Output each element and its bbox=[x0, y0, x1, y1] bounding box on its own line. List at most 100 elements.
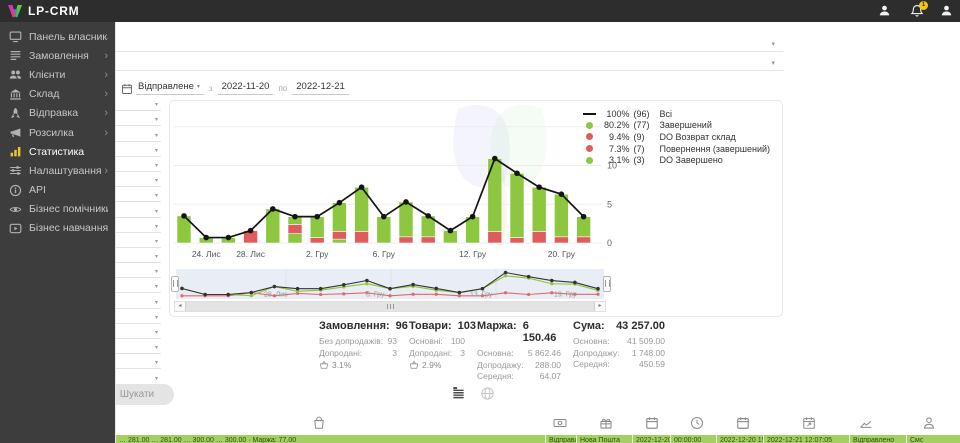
legend-count: (96) bbox=[633, 108, 650, 119]
gift-column-header[interactable] bbox=[599, 416, 613, 430]
date-to-input[interactable]: 2022-12-21 bbox=[292, 81, 349, 95]
filter-dropdown[interactable] bbox=[116, 157, 161, 172]
chart-trend-column-header[interactable] bbox=[859, 416, 873, 430]
sidebar-item-clients[interactable]: Клієнти › bbox=[0, 65, 115, 84]
legend-label: DO Завершено bbox=[659, 155, 723, 166]
sidebar-item-shipping[interactable]: Відправка › bbox=[0, 104, 115, 123]
sidebar-item-label: Налаштування bbox=[29, 164, 102, 177]
filter-dropdown[interactable] bbox=[116, 369, 161, 385]
legend-item[interactable]: 100% (96) Всі bbox=[582, 108, 770, 120]
svg-text:24. Лис: 24. Лис bbox=[192, 249, 222, 259]
filter-dropdown[interactable] bbox=[116, 233, 161, 248]
legend-item[interactable]: 7.3% (7) Повернення (завершений) bbox=[582, 143, 770, 155]
filter-dropdown[interactable] bbox=[116, 324, 161, 339]
list-view-icon[interactable] bbox=[451, 386, 466, 406]
sidebar-item-training[interactable]: Бізнес навчання bbox=[0, 219, 115, 238]
topbar: LP-CRM 1 bbox=[0, 0, 960, 22]
stat-sub-value: 450.59 bbox=[639, 359, 665, 369]
stat-sub-value: 3 bbox=[392, 347, 397, 358]
sidebar-item-dashboard[interactable]: Панель власника bbox=[0, 27, 115, 46]
filter-dropdown[interactable] bbox=[116, 142, 161, 157]
sidebar-item-label: Панель власника bbox=[29, 30, 108, 43]
logo-text: LP-CRM bbox=[28, 4, 80, 18]
filter-dropdown[interactable] bbox=[116, 354, 161, 370]
svg-text:13. Гру: 13. Гру bbox=[470, 292, 493, 299]
calendar-column-header[interactable] bbox=[645, 416, 659, 430]
sidebar-item-label: Статистика bbox=[29, 145, 85, 158]
stat-sub-label: Основні: bbox=[409, 336, 443, 346]
filter-dropdown[interactable] bbox=[116, 339, 161, 355]
filter-dropdown[interactable] bbox=[116, 248, 161, 264]
filter-dropdown[interactable] bbox=[116, 96, 161, 112]
scroll-left-icon[interactable]: ◂ bbox=[178, 303, 182, 309]
sidebar-item-settings[interactable]: Налаштування › bbox=[0, 161, 115, 180]
filter-dropdown[interactable] bbox=[116, 126, 161, 142]
banknote-column-header[interactable] bbox=[553, 416, 567, 430]
person-outline-column-header[interactable] bbox=[922, 416, 936, 430]
table-row[interactable]: … 281.00 … 281.00 … 300.00 … 300.00 · Ма… bbox=[116, 435, 960, 443]
logo[interactable]: LP-CRM bbox=[7, 4, 79, 18]
profile-icon[interactable] bbox=[878, 4, 891, 22]
calendar-icon bbox=[121, 83, 133, 95]
stat-sub-label: Допродажу: bbox=[477, 359, 524, 370]
wide-select-row-2[interactable]: ▾ bbox=[116, 52, 783, 71]
wide-select-row-1[interactable]: ▾ bbox=[116, 22, 783, 52]
filter-dropdown[interactable] bbox=[116, 278, 161, 294]
sidebar-item-statistics[interactable]: Статистика bbox=[0, 142, 115, 161]
clock-column-header[interactable] bbox=[690, 416, 704, 430]
helpers-icon bbox=[9, 206, 22, 212]
filter-dropdown[interactable] bbox=[116, 293, 161, 309]
stat-column: Маржа: 6 150.46 Основна: 5 862.46 Допродажу:… bbox=[477, 320, 561, 383]
svg-text:28. Лис: 28. Лис bbox=[236, 249, 266, 259]
filter-dropdown[interactable] bbox=[116, 202, 161, 218]
legend-line-marker bbox=[583, 112, 597, 115]
calendar-export-column-header[interactable] bbox=[802, 416, 816, 430]
legend-dot-marker bbox=[586, 156, 594, 164]
svg-text:6. Гру: 6. Гру bbox=[373, 249, 396, 259]
chevron-down-icon: ▾ bbox=[771, 41, 775, 48]
stat-title: Товари: bbox=[409, 320, 452, 332]
bag-column-header[interactable] bbox=[312, 416, 326, 430]
date-from-input[interactable]: 2022-11-20 bbox=[217, 81, 274, 95]
navigator-scrollbar[interactable]: ◂ ▸ bbox=[174, 301, 606, 312]
calendar-column-header[interactable] bbox=[736, 416, 750, 430]
svg-text:0: 0 bbox=[607, 238, 612, 248]
sidebar-item-api[interactable]: API bbox=[0, 181, 115, 200]
notification-badge: 1 bbox=[919, 1, 928, 10]
notifications-button[interactable]: 1 bbox=[910, 1, 928, 23]
statistics-icon bbox=[10, 147, 21, 157]
sidebar-item-orders[interactable]: Замовлення › bbox=[0, 46, 115, 65]
legend-percent: 3.1% bbox=[608, 155, 630, 166]
legend-item[interactable]: 3.1% (3) DO Завершено bbox=[582, 154, 770, 166]
legend-label: DO Возврат склад bbox=[659, 131, 736, 142]
sidebar-item-warehouse[interactable]: Склад › bbox=[0, 85, 115, 104]
filter-dropdown[interactable] bbox=[116, 172, 161, 188]
orders-chart[interactable]: 0 5 10 24. Лис 28. Лис 2. Гру 6. Гру 12. Гру 20.… bbox=[174, 111, 626, 263]
table-cell: Відправлено bbox=[850, 435, 907, 443]
scrollbar-thumb[interactable] bbox=[185, 302, 595, 311]
filter-dropdown[interactable] bbox=[116, 218, 161, 233]
filter-dropdown[interactable] bbox=[116, 309, 161, 324]
legend-item[interactable]: 9.4% (9) DO Возврат склад bbox=[582, 131, 770, 143]
warehouse-icon bbox=[10, 88, 21, 100]
to-label: по bbox=[278, 84, 288, 93]
scroll-right-icon[interactable]: ▸ bbox=[598, 303, 602, 309]
sidebar-item-mailing[interactable]: Розсилка › bbox=[0, 123, 115, 142]
legend-item[interactable]: 80.2% (77) Завершений bbox=[582, 120, 770, 132]
date-type-select[interactable]: Відправлене ▾ bbox=[136, 81, 204, 95]
svg-text:5: 5 bbox=[607, 199, 612, 209]
globe-icon[interactable] bbox=[480, 386, 495, 406]
sidebar-item-label: Склад bbox=[29, 88, 60, 101]
navigator-left-handle[interactable] bbox=[171, 276, 179, 292]
filter-dropdown[interactable] bbox=[116, 263, 161, 279]
search-button[interactable]: Шукати bbox=[100, 384, 174, 405]
navigator-right-handle[interactable] bbox=[603, 276, 611, 292]
filter-dropdown[interactable] bbox=[116, 187, 161, 203]
chart-navigator[interactable]: 28. Лис 5. Гру 13. Гру 19. Гру bbox=[176, 269, 604, 299]
filter-dropdown[interactable] bbox=[116, 111, 161, 127]
sidebar-item-label: API bbox=[29, 184, 46, 197]
account-icon[interactable] bbox=[940, 4, 953, 22]
sidebar-item-helpers[interactable]: Бізнес помічники bbox=[0, 200, 115, 219]
stat-column: Замовлення: 96 Без допродажів: 93 Допродані:… bbox=[319, 320, 408, 383]
stat-value: 96 bbox=[395, 320, 408, 332]
